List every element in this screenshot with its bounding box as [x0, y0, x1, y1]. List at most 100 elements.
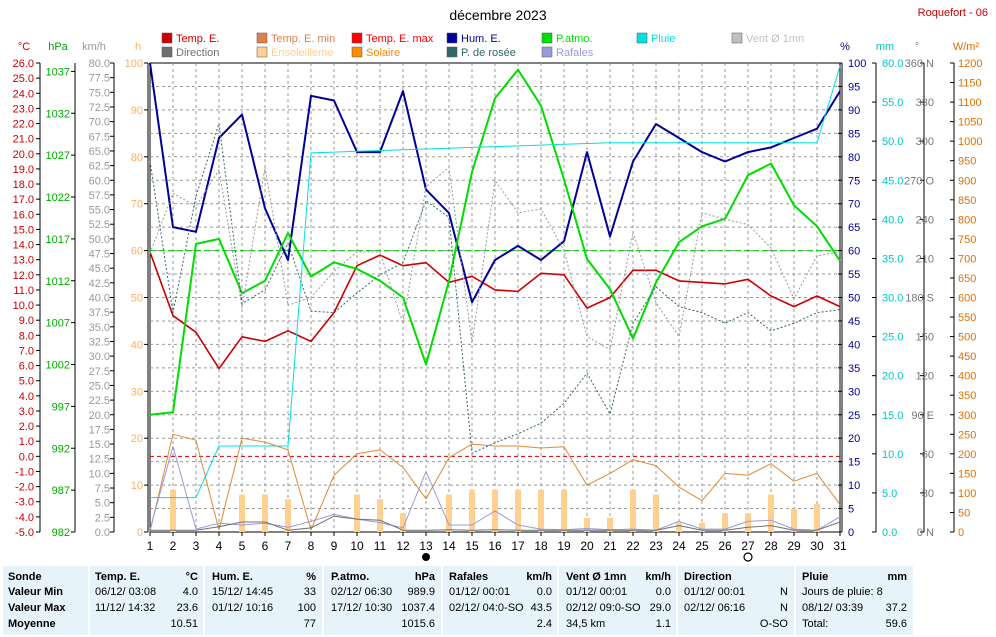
axis-tick-label: 1037	[46, 66, 70, 78]
axis-tick-label: 7.5	[95, 483, 110, 495]
sunshine-bar	[584, 517, 590, 532]
axis-tick-label: 17.0	[13, 194, 34, 206]
series-marks	[149, 62, 841, 532]
axis-tick-label: 300	[958, 410, 976, 422]
dir-min-val: N	[780, 586, 788, 598]
axis-tick-label: 400	[958, 371, 976, 383]
rain-days: Jours de pluie: 8	[802, 586, 883, 598]
axis-tick-label: 55.0	[89, 205, 110, 217]
gust-max-val: 43.5	[530, 602, 552, 614]
axis-tick-label: 22.5	[89, 395, 110, 407]
axis-tick-label: 50	[958, 507, 970, 519]
axis-tick-label: 1.0	[19, 436, 34, 448]
stats-rain: Pluie mm Jours de pluie: 8 08/12/ 03:39 …	[796, 566, 913, 635]
hum-min-date: 15/12/ 14:45	[212, 586, 274, 598]
axis-tick-label: 65	[848, 222, 860, 234]
rain-max-date: 08/12/ 03:39	[802, 602, 864, 614]
x-tick-label: 10	[350, 539, 364, 553]
axis-tick-label: 0 N	[917, 527, 934, 539]
axis-tick-label: 45	[848, 316, 860, 328]
temp-max-val: 23.6	[176, 602, 198, 614]
legend-label: Ensoleilleme	[271, 47, 333, 59]
axis-tick-label: 180 S	[905, 293, 934, 305]
x-tick-label: 26	[718, 539, 732, 553]
press-header: P.atmo.	[331, 571, 370, 583]
axis-tick-label: 18.0	[13, 179, 34, 191]
axis-tick-label: 200	[958, 449, 976, 461]
wind-min-date: 01/12/ 00:01	[566, 586, 628, 598]
wind-max-val: 29.0	[649, 602, 671, 614]
axis-tick-label: 30	[922, 488, 934, 500]
axis-tick-label: -2.0	[15, 482, 34, 494]
axis-tick-label: 1022	[46, 192, 70, 204]
axis-tick-label: -4.0	[15, 512, 34, 524]
axis-tick-label: 100	[848, 58, 866, 70]
axis-tick-label: 30.0	[89, 351, 110, 363]
x-tick-label: 9	[331, 539, 338, 553]
axis-tick-label: 900	[958, 175, 976, 187]
axis-tick-label: 80	[131, 152, 143, 164]
axis-tick-label: 20.0	[882, 371, 903, 383]
legend-label: Hum. E.	[461, 33, 501, 45]
axis-tick-label: 77.5	[89, 73, 110, 85]
sunshine-bar	[676, 522, 682, 532]
gust-mean: 2.4	[536, 618, 552, 630]
x-tick-label: 6	[262, 539, 269, 553]
legend-swatch	[541, 46, 553, 58]
sunshine-bar	[653, 494, 659, 532]
axis-tick-label: 60	[131, 246, 143, 258]
legend-swatch	[446, 32, 458, 44]
legend-swatch	[256, 46, 268, 58]
press-min-val: 989.9	[407, 586, 435, 598]
axis-tick-label: 70.0	[89, 117, 110, 129]
axis-tick-label: 70	[848, 199, 860, 211]
axis-tick-label: 982	[52, 527, 70, 539]
sunshine-bar	[722, 513, 728, 532]
legend-label: Rafales	[556, 47, 594, 59]
axis-tick-label: 35.0	[882, 253, 903, 265]
axis-tick-label: 40	[131, 339, 143, 351]
axis-unit: W/m²	[953, 41, 980, 53]
stats-temp: Temp. E. °C 06/12/ 03:08 4.0 11/12/ 14:3…	[90, 566, 203, 635]
rain-total-label: Total:	[802, 618, 829, 630]
axis-tick-label: 5	[848, 504, 854, 516]
sunshine-bar	[377, 499, 383, 532]
axis-tick-label: 45.0	[89, 263, 110, 275]
axis-tick-label: 10.0	[882, 449, 903, 461]
legend-swatch	[161, 46, 173, 58]
axis-tick-label: 800	[958, 214, 976, 226]
axis-tick-label: 57.5	[89, 190, 110, 202]
axis-tick-label: 11.0	[13, 285, 34, 297]
x-tick-label: 11	[374, 539, 387, 553]
axis-tick-label: 6.0	[19, 361, 34, 373]
x-tick-label: 7	[285, 539, 292, 553]
stats-hum: Hum. E. % 15/12/ 14:45 33 01/12/ 10:16 1…	[205, 566, 322, 635]
axis-tick-label: 992	[52, 443, 70, 455]
axis-tick-label: 25.0	[89, 380, 110, 392]
wind-min-val: 0.0	[655, 586, 671, 598]
temp-min-date: 06/12/ 03:08	[95, 586, 157, 598]
axis-units: °C hPa km/h h% mm ° W/m²	[18, 41, 980, 53]
axis-tick-label: 10.0	[13, 300, 34, 312]
axis-tick-label: 50.0	[89, 234, 110, 246]
axis-tick-label: 20	[131, 433, 143, 445]
axis-unit: °	[915, 41, 919, 53]
axis-tick-label: 24.0	[13, 88, 34, 100]
legend-swatch	[351, 46, 363, 58]
axis-tick-label: 0.0	[882, 527, 897, 539]
sunshine-bar	[239, 494, 245, 532]
x-tick-label: 8	[308, 539, 315, 553]
axis-tick-label: 7.0	[19, 345, 34, 357]
temp-max-date: 11/12/ 14:32	[95, 602, 156, 614]
axis-tick-label: 90	[848, 105, 860, 117]
axis-tick-label: 1200	[958, 58, 982, 70]
axis-tick-label: 10	[131, 480, 143, 492]
axis-tick-label: 40.0	[89, 293, 110, 305]
stats-wind: Vent Ø 1mn km/h 01/12/ 00:01 0.0 02/12/ …	[559, 566, 676, 635]
legend-swatch	[446, 46, 458, 58]
sunshine-bar	[262, 494, 268, 532]
temp-unit: °C	[185, 571, 198, 583]
axis-tick-label: 14.0	[13, 240, 34, 252]
x-tick-label: 13	[419, 539, 433, 553]
axis-tick-label: 45.0	[882, 175, 903, 187]
